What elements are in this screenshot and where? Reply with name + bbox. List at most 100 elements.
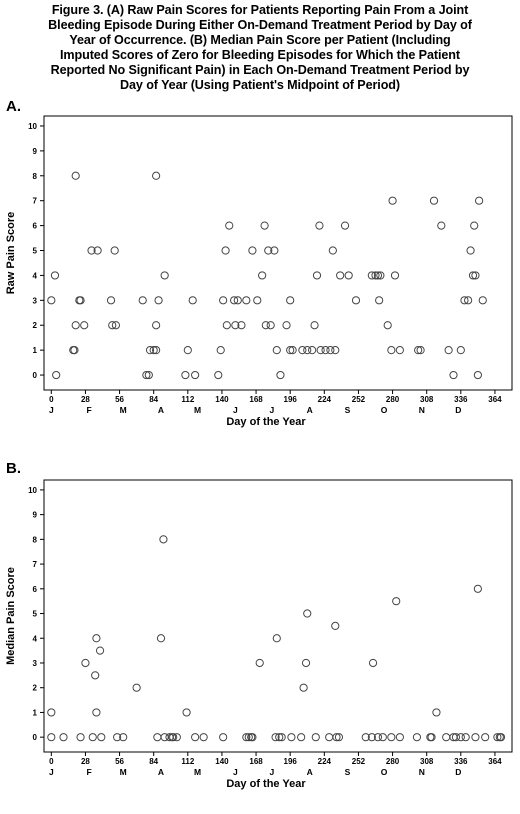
data-point (225, 221, 234, 230)
data-point (286, 346, 295, 355)
data-point (149, 346, 158, 355)
y-tick-label: 6 (33, 222, 38, 231)
data-point (387, 346, 396, 355)
y-tick-label: 9 (33, 511, 38, 520)
x-tick-label: 280 (386, 757, 400, 766)
data-point (449, 370, 458, 380)
data-point (301, 658, 311, 668)
data-point (70, 346, 79, 355)
data-point (266, 321, 275, 330)
data-point (373, 271, 383, 280)
data-point (261, 321, 270, 330)
data-point (47, 733, 56, 742)
data-point (87, 246, 96, 255)
panel-label-b: B. (6, 460, 21, 477)
month-label: A (158, 767, 164, 777)
data-point (276, 370, 285, 380)
x-tick-label: 56 (115, 757, 124, 766)
x-tick-label: 252 (352, 757, 366, 766)
month-label: M (194, 767, 201, 777)
data-point (378, 733, 387, 742)
x-tick-label: 112 (181, 395, 194, 404)
data-point (368, 658, 378, 668)
data-point (371, 271, 380, 280)
data-point (172, 733, 181, 742)
data-point (376, 271, 385, 280)
data-point (106, 296, 116, 305)
data-point (429, 196, 439, 205)
x-tick-label: 56 (115, 395, 124, 404)
y-tick-label: 2 (33, 684, 38, 693)
data-point (432, 708, 441, 717)
data-point (451, 733, 461, 742)
data-point (81, 658, 90, 668)
data-point (288, 346, 297, 355)
y-tick-label: 8 (33, 535, 38, 544)
data-point (344, 271, 353, 280)
data-point (471, 271, 480, 280)
data-point (496, 733, 506, 742)
data-point (233, 296, 242, 305)
y-tick-label: 8 (33, 172, 38, 181)
data-point (108, 321, 117, 330)
y-tick-label: 0 (33, 371, 38, 380)
data-point (188, 296, 197, 305)
month-label: D (455, 405, 461, 415)
month-label: A (307, 767, 313, 777)
data-point (481, 733, 490, 742)
data-point (181, 370, 190, 380)
data-point (332, 733, 341, 742)
y-tick-label: 6 (33, 585, 38, 594)
data-point (183, 346, 192, 355)
data-point (298, 346, 307, 355)
y-axis-title: Raw Pain Score (5, 212, 17, 295)
y-tick-label: 3 (33, 296, 38, 305)
data-point (383, 321, 392, 330)
data-point (456, 346, 465, 355)
data-point (468, 271, 478, 280)
caption-line-6: Day of Year (Using Patient's Midpoint of… (120, 78, 400, 92)
data-point (80, 321, 89, 330)
data-point (367, 271, 376, 280)
y-tick-label: 1 (33, 346, 38, 355)
y-tick-label: 5 (33, 610, 38, 619)
data-point (248, 246, 257, 255)
data-point (242, 296, 251, 305)
data-point (315, 221, 324, 230)
data-point (95, 646, 105, 655)
month-label: S (345, 767, 351, 777)
y-tick-label: 0 (33, 733, 38, 742)
month-label: J (49, 405, 54, 415)
x-tick-label: 308 (420, 757, 434, 766)
y-tick-label: 10 (28, 486, 37, 495)
data-point (221, 246, 230, 255)
y-tick-label: 4 (33, 634, 38, 643)
data-point (287, 733, 296, 742)
data-point (303, 346, 312, 355)
y-axis-title: Median Pain Score (5, 567, 17, 665)
data-point (119, 733, 128, 742)
data-point (93, 246, 102, 255)
month-label: A (307, 405, 313, 415)
x-tick-label: 196 (284, 395, 298, 404)
data-point (308, 346, 317, 355)
data-point (199, 733, 208, 742)
data-point (297, 733, 306, 742)
data-point (156, 634, 166, 643)
data-point (392, 597, 401, 606)
data-point (230, 296, 239, 305)
data-point (444, 346, 453, 355)
data-point (388, 196, 397, 205)
data-point (395, 733, 404, 742)
data-point (272, 346, 281, 355)
y-tick-label: 7 (33, 197, 38, 206)
data-point (145, 346, 155, 355)
data-point (231, 321, 240, 330)
data-point (331, 621, 340, 630)
data-point (219, 733, 228, 742)
data-point (437, 221, 446, 230)
data-point (414, 346, 423, 355)
x-tick-label: 336 (454, 395, 468, 404)
data-point (416, 346, 425, 355)
